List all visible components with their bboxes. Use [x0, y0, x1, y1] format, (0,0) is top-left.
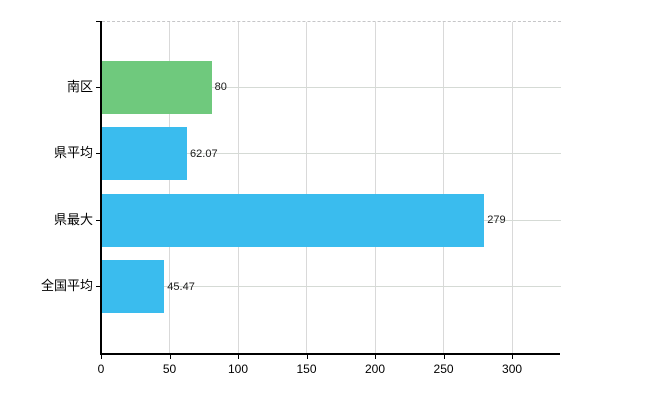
x-axis	[100, 353, 560, 355]
gridline-vertical	[306, 22, 308, 353]
x-tick-label: 100	[227, 362, 249, 376]
gridline-horizontal	[102, 153, 561, 155]
x-axis-tick	[443, 355, 445, 359]
bar-3	[102, 260, 165, 314]
gridline-horizontal	[102, 286, 561, 288]
plot-top-border	[102, 21, 561, 22]
x-tick-label: 300	[502, 362, 523, 376]
x-tick-label: 150	[296, 362, 317, 376]
y-axis-tick	[96, 286, 101, 288]
gridline-vertical	[374, 22, 376, 353]
x-tick-label: 250	[433, 362, 454, 376]
bar-1	[102, 127, 188, 181]
x-tick-label: 200	[365, 362, 386, 376]
gridline-vertical	[443, 22, 445, 353]
y-axis	[100, 21, 102, 355]
x-tick-label: 0	[97, 362, 105, 376]
y-axis-top-tick	[96, 21, 101, 22]
y-axis-tick	[96, 219, 101, 221]
gridline-vertical	[169, 22, 170, 353]
gridline-horizontal	[102, 86, 561, 88]
value-label: 279	[487, 214, 506, 227]
category-label: 全国平均	[40, 278, 93, 294]
category-label: 県最大	[53, 211, 93, 227]
category-label: 県平均	[53, 145, 93, 161]
category-label: 南区	[66, 78, 93, 94]
bar-2	[102, 193, 485, 247]
x-axis-tick	[238, 355, 239, 359]
x-tick-label: 50	[162, 362, 177, 376]
x-axis-tick	[306, 355, 308, 359]
y-axis-tick	[96, 153, 101, 155]
bar-0	[102, 60, 212, 114]
x-axis-tick	[101, 355, 102, 359]
gridline-vertical	[237, 22, 239, 353]
value-label: 62.07	[190, 147, 218, 160]
x-axis-tick	[375, 355, 377, 359]
x-axis-tick	[169, 355, 171, 359]
y-axis-tick	[96, 86, 101, 88]
value-label: 80	[214, 81, 227, 94]
value-label: 45.47	[167, 280, 195, 293]
x-axis-tick	[512, 355, 514, 359]
gridline-vertical	[511, 22, 513, 353]
